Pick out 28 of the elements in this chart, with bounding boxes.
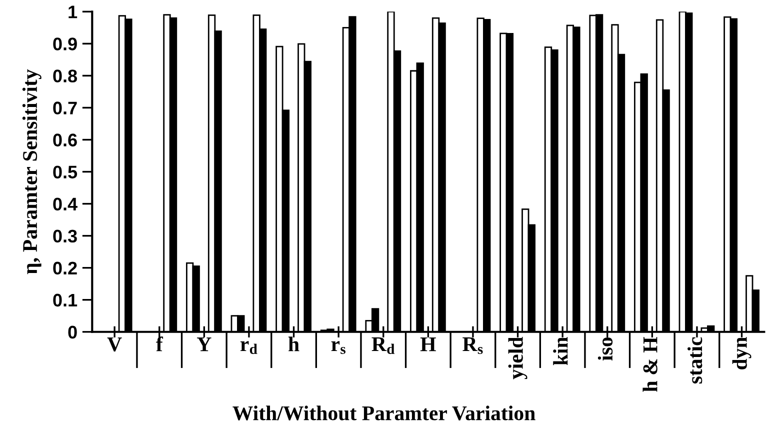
y-tick-label: 0.5 — [53, 166, 78, 178]
y-tick-label: 1 — [68, 6, 78, 18]
y-tick-label: 0.7 — [53, 102, 77, 114]
x-tick-label: dyn — [732, 336, 752, 370]
x-tick-label: f — [156, 336, 164, 352]
x-tick-label: Y — [197, 337, 212, 352]
y-tick-label: 0.8 — [53, 70, 78, 82]
x-tick-label: static — [688, 337, 702, 384]
x-tick-label: h & H — [642, 337, 658, 392]
x-tick-label: R$_{d}$ — [372, 337, 395, 354]
x-tick-label: yield — [508, 336, 528, 380]
x-tick-label: H — [420, 337, 436, 352]
x-tick-label: r$_{d}$ — [240, 341, 258, 354]
x-tick-label: r$_{s}$ — [331, 341, 346, 354]
y-tick-label: 0.3 — [53, 230, 77, 243]
y-tick-label: 0.4 — [53, 198, 78, 210]
y-tick-label: 0.6 — [53, 134, 77, 146]
x-tick-label: iso — [598, 337, 613, 361]
y-tick-label: 0 — [68, 326, 77, 339]
y-tick-label: 0.9 — [53, 38, 77, 50]
y-tick-label: 0.1 — [53, 294, 78, 307]
x-tick-label: R$_{s}$ — [462, 337, 483, 354]
x-axis-title: With/Without Paramter Variation — [232, 406, 536, 420]
x-tick-label: h — [288, 336, 300, 352]
x-tick-label: V — [107, 337, 122, 352]
y-tick-label: 0.2 — [53, 262, 77, 275]
y-axis-title: η, Paramter Sensitivity — [22, 69, 42, 274]
x-tick-label: kin — [553, 336, 568, 366]
